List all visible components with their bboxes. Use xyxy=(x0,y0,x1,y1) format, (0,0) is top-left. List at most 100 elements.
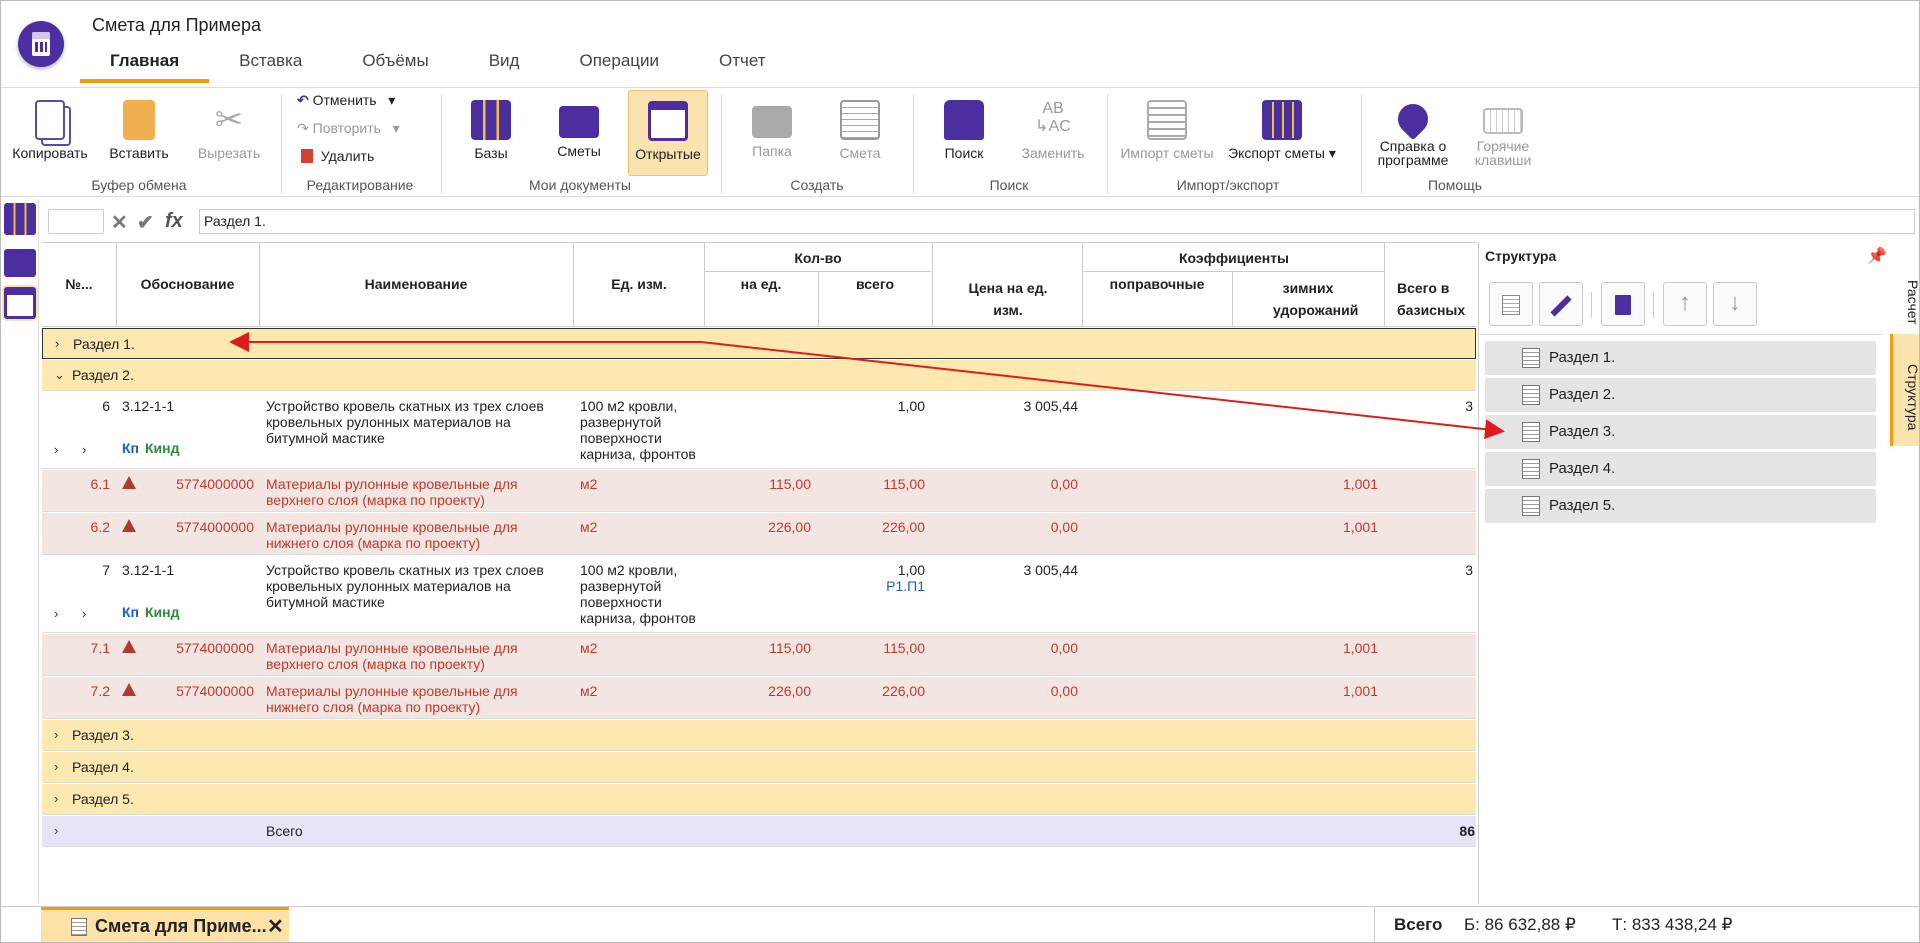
header-qty: Кол-во xyxy=(794,250,842,266)
undo-label: Отменить xyxy=(312,92,377,108)
import-button[interactable]: Импорт сметы xyxy=(1115,90,1219,176)
chevron-down-icon[interactable]: ⌄ xyxy=(54,367,65,382)
tab-home[interactable]: Главная xyxy=(80,51,210,83)
tab-report[interactable]: Отчет xyxy=(719,51,766,70)
chevron-right-icon[interactable]: › xyxy=(55,336,60,351)
search-label: Поиск xyxy=(944,145,984,161)
chevron-right-icon[interactable]: › xyxy=(54,823,59,838)
header-unit[interactable]: Ед. изм. xyxy=(611,276,667,292)
section-row[interactable]: ⌄ Раздел 2. xyxy=(42,360,1476,391)
table-row[interactable]: 7 3.12-1-1 › › Кп Кинд Устройство кровел… xyxy=(42,556,1476,633)
app-logo-icon[interactable] xyxy=(18,21,64,67)
pin-icon[interactable]: 📌 xyxy=(1867,248,1887,265)
header-price[interactable]: Цена на ед. изм. xyxy=(968,280,1048,318)
kind-badge[interactable]: Кинд xyxy=(145,604,180,620)
structure-item[interactable]: Раздел 5. xyxy=(1485,489,1876,523)
header-per-unit[interactable]: на ед. xyxy=(740,276,782,292)
kind-badge[interactable]: Кинд xyxy=(145,440,180,456)
row-unit: м2 xyxy=(580,476,598,492)
cut-button[interactable]: ✂ Вырезать xyxy=(187,90,271,176)
edit-section-button[interactable] xyxy=(1539,282,1583,326)
estimate-button[interactable]: Смета xyxy=(825,90,895,176)
table-row[interactable]: 6.1 5774000000 Материалы рулонные кровел… xyxy=(42,470,1476,512)
chevron-right-icon[interactable]: › xyxy=(54,442,59,457)
check-icon[interactable]: ✔ xyxy=(137,212,154,234)
tab-view[interactable]: Вид xyxy=(488,51,520,70)
header-winter[interactable]: зимних удорожаний xyxy=(1273,280,1359,318)
delete-section-button[interactable] xyxy=(1601,282,1645,326)
chevron-right-icon[interactable]: › xyxy=(54,606,59,621)
table-row[interactable]: 6.2 5774000000 Материалы рулонные кровел… xyxy=(42,513,1476,555)
total-row[interactable]: › Всего 86 xyxy=(42,816,1476,847)
sheet-icon xyxy=(1522,496,1540,516)
add-section-button[interactable] xyxy=(1489,282,1533,326)
chevron-right-icon[interactable]: › xyxy=(54,791,59,806)
tab-operations[interactable]: Операции xyxy=(579,51,660,70)
undo-button[interactable]: ↶ Отменить ▾ xyxy=(297,92,395,109)
cancel-icon[interactable]: ✕ xyxy=(111,212,128,234)
row-per-unit: 226,00 xyxy=(768,683,811,699)
header-base-total[interactable]: Всего в базисных xyxy=(1397,280,1466,318)
tab-insert[interactable]: Вставка xyxy=(239,51,303,70)
redo-button[interactable]: ↷ Повторить ▾ xyxy=(297,120,400,137)
delete-button[interactable]: Удалить xyxy=(301,148,374,164)
header-name[interactable]: Наименование xyxy=(364,276,468,292)
paste-icon xyxy=(123,100,155,140)
copy-button[interactable]: Копировать xyxy=(7,90,93,176)
chevron-right-icon[interactable]: › xyxy=(54,727,59,742)
chevron-right-icon[interactable]: › xyxy=(54,759,59,774)
estimates-button[interactable]: Сметы xyxy=(541,90,617,176)
kp-badge[interactable]: Кп xyxy=(122,604,140,620)
row-unit: 100 м2 кровли, развернутой поверхности к… xyxy=(580,398,696,462)
col-line xyxy=(1232,271,1233,327)
document-tab[interactable]: Смета для Приме... ✕ xyxy=(41,907,289,942)
structure-item[interactable]: Раздел 3. xyxy=(1485,415,1876,449)
books-icon[interactable] xyxy=(4,203,36,235)
hotkeys-button[interactable]: Горячие клавиши xyxy=(1463,90,1543,176)
formula-input[interactable]: Раздел 1. xyxy=(199,209,1915,234)
tab-volumes[interactable]: Объёмы xyxy=(362,51,429,70)
arrow-down-icon: ↓ xyxy=(1729,289,1741,316)
folder-button[interactable]: Папка xyxy=(737,90,807,176)
section-row[interactable]: › Раздел 1. xyxy=(42,328,1476,359)
close-icon[interactable]: ✕ xyxy=(267,916,284,938)
structure-item[interactable]: Раздел 4. xyxy=(1485,452,1876,486)
tab-calculation[interactable]: Расчет xyxy=(1905,279,1920,325)
search-group-label: Поиск xyxy=(989,177,1029,193)
row-unit: м2 xyxy=(580,519,598,535)
search-button[interactable]: Поиск xyxy=(927,90,1001,176)
paste-button[interactable]: Вставить xyxy=(99,90,179,176)
export-button[interactable]: Экспорт сметы ▾ xyxy=(1223,90,1341,176)
row-num: 7.2 xyxy=(90,683,110,699)
structure-item[interactable]: Раздел 1. xyxy=(1485,341,1876,375)
row-num: 7.1 xyxy=(90,640,110,656)
move-up-button[interactable]: ↑ xyxy=(1663,282,1707,326)
section-row[interactable]: › Раздел 3. xyxy=(42,720,1476,751)
header-total[interactable]: всего xyxy=(855,276,895,292)
window-icon[interactable] xyxy=(4,287,36,319)
structure-item[interactable]: Раздел 2. xyxy=(1485,378,1876,412)
replace-button[interactable]: AB ↳AC Заменить xyxy=(1015,90,1091,176)
move-down-button[interactable]: ↓ xyxy=(1713,282,1757,326)
table-row[interactable]: 6 3.12-1-1 › › Кп Кинд Устройство кровел… xyxy=(42,392,1476,469)
table-row[interactable]: 7.1 5774000000 Материалы рулонные кровел… xyxy=(42,634,1476,676)
table-row[interactable]: 7.2 5774000000 Материалы рулонные кровел… xyxy=(42,677,1476,719)
header-num[interactable]: №... xyxy=(65,276,93,292)
section-row[interactable]: › Раздел 5. xyxy=(42,784,1476,815)
chevron-right-icon[interactable]: › xyxy=(82,442,87,457)
undo-icon: ↶ xyxy=(297,92,309,108)
tab-structure[interactable]: Структура xyxy=(1890,334,1919,446)
briefcase-icon[interactable] xyxy=(4,249,36,277)
kp-badge[interactable]: Кп xyxy=(122,440,140,456)
header-basis[interactable]: Обоснование xyxy=(140,276,235,292)
opened-button[interactable]: Открытые xyxy=(628,90,708,176)
chevron-right-icon[interactable]: › xyxy=(82,606,87,621)
header-corr[interactable]: поправочные xyxy=(1109,276,1205,292)
about-button[interactable]: Справка о программе xyxy=(1367,90,1459,176)
fx-icon[interactable]: fx xyxy=(165,210,183,232)
bases-button[interactable]: Базы xyxy=(453,90,529,176)
section-row[interactable]: › Раздел 4. xyxy=(42,752,1476,783)
cell-address-field[interactable] xyxy=(48,209,104,234)
row-ref-link[interactable]: Р1.П1 xyxy=(886,578,925,594)
arrow-up-icon: ↑ xyxy=(1679,289,1691,316)
